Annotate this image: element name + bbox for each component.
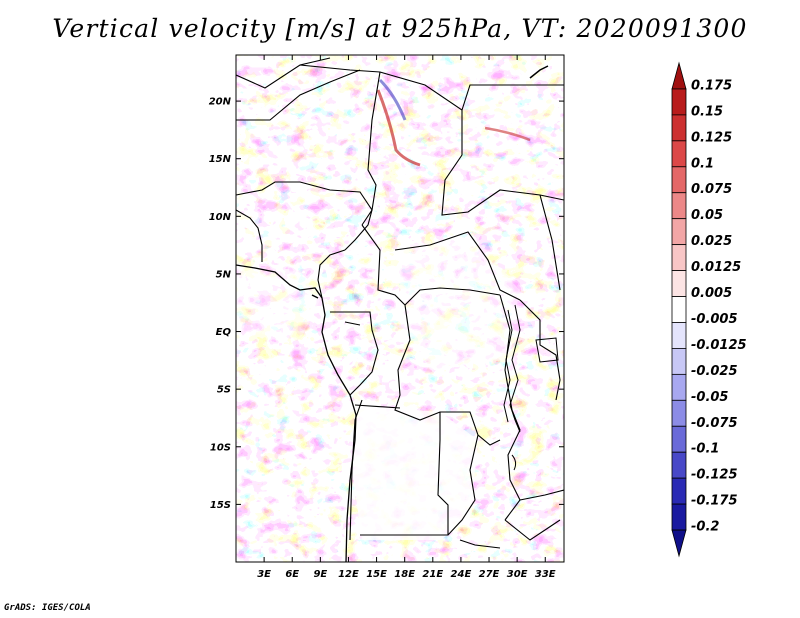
colorbar-segment bbox=[671, 425, 687, 453]
lon-tick-label: 12E bbox=[338, 569, 359, 580]
colorbar-segment bbox=[671, 296, 687, 323]
colorbar-segment bbox=[671, 244, 687, 271]
lon-tick-label: 9E bbox=[313, 569, 327, 580]
lat-tick-label: EQ bbox=[216, 327, 232, 338]
near-zero-area-south bbox=[352, 405, 478, 540]
colorbar-segment bbox=[671, 218, 687, 246]
colorbar-arrow-top bbox=[671, 61, 687, 90]
lon-tick-label: 27E bbox=[479, 569, 500, 580]
colorbar-label: 0.025 bbox=[691, 234, 732, 249]
coastline bbox=[235, 65, 559, 563]
lat-tick-label: 10N bbox=[209, 212, 232, 223]
latitude-axis: 20N 15N 10N 5N EQ 5S 10S 15S bbox=[209, 97, 564, 511]
map-frame bbox=[235, 54, 565, 563]
colorbar: 0.175 0.15 0.125 0.1 0.075 0.05 0.025 0.0125 0.0… bbox=[671, 61, 747, 558]
colorbar-label: 0.125 bbox=[691, 130, 732, 145]
downdraft-band bbox=[378, 78, 407, 121]
country-boundaries bbox=[236, 57, 564, 549]
lat-tick-label: 10S bbox=[210, 442, 231, 453]
longitude-axis: 3E 6E 9E 12E 15E 18E 21E 24E 27E 30E 33E bbox=[257, 55, 556, 580]
colorbar-label: -0.2 bbox=[691, 520, 719, 535]
colorbar-arrow-bottom bbox=[671, 529, 687, 558]
lat-tick-label: 20N bbox=[209, 97, 232, 108]
colorbar-label: -0.075 bbox=[691, 416, 738, 431]
colorbar-label: 0.05 bbox=[691, 208, 723, 223]
colorbar-label: 0.005 bbox=[691, 286, 732, 301]
colorbar-label: -0.0125 bbox=[691, 338, 747, 353]
updraft-band-east bbox=[484, 126, 531, 142]
lon-tick-label: 3E bbox=[257, 569, 271, 580]
colorbar-label: -0.1 bbox=[691, 442, 719, 457]
colorbar-segment bbox=[671, 88, 687, 116]
colorbar-segment bbox=[671, 166, 687, 194]
colorbar-label: -0.005 bbox=[691, 312, 738, 327]
colorbar-segment bbox=[671, 322, 687, 349]
colorbar-segment bbox=[671, 451, 687, 479]
colorbar-segment bbox=[671, 399, 687, 427]
colorbar-segment bbox=[671, 477, 687, 505]
colorbar-label: 0.0125 bbox=[691, 260, 741, 275]
lat-tick-label: 15S bbox=[210, 500, 231, 511]
colorbar-label: -0.125 bbox=[691, 468, 738, 483]
colorbar-label: -0.05 bbox=[691, 390, 728, 405]
lat-tick-label: 5N bbox=[216, 269, 232, 280]
colorbar-segment bbox=[671, 270, 687, 297]
colorbar-label: -0.025 bbox=[691, 364, 738, 379]
colorbar-label: 0.075 bbox=[691, 182, 732, 197]
colorbar-segment bbox=[671, 373, 687, 401]
colorbar-label: 0.1 bbox=[691, 156, 714, 171]
lon-tick-label: 6E bbox=[285, 569, 299, 580]
colorbar-segment bbox=[671, 192, 687, 220]
colorbar-segment bbox=[671, 503, 687, 531]
chart-title: Vertical velocity [m/s] at 925hPa, VT: 2… bbox=[52, 14, 748, 43]
lon-tick-label: 15E bbox=[366, 569, 387, 580]
lon-tick-label: 30E bbox=[507, 569, 528, 580]
velocity-field bbox=[236, 55, 564, 562]
near-zero-area-central bbox=[400, 240, 520, 370]
strong-updraft-band bbox=[376, 89, 421, 167]
lon-tick-label: 18E bbox=[394, 569, 415, 580]
lat-tick-label: 5S bbox=[217, 385, 231, 396]
colorbar-label: -0.175 bbox=[691, 494, 738, 509]
colorbar-label: 0.15 bbox=[691, 104, 723, 119]
colorbar-segment bbox=[671, 140, 687, 168]
colorbar-segment bbox=[671, 114, 687, 142]
lon-tick-label: 24E bbox=[451, 569, 472, 580]
lat-tick-label: 15N bbox=[209, 154, 232, 165]
grads-credit: GrADS: IGES/COLA bbox=[4, 603, 91, 613]
gulf-of-guinea-area bbox=[236, 265, 320, 340]
lon-tick-label: 21E bbox=[422, 569, 443, 580]
lon-tick-label: 33E bbox=[535, 569, 556, 580]
colorbar-segment bbox=[671, 348, 687, 375]
colorbar-label: 0.175 bbox=[691, 78, 732, 93]
